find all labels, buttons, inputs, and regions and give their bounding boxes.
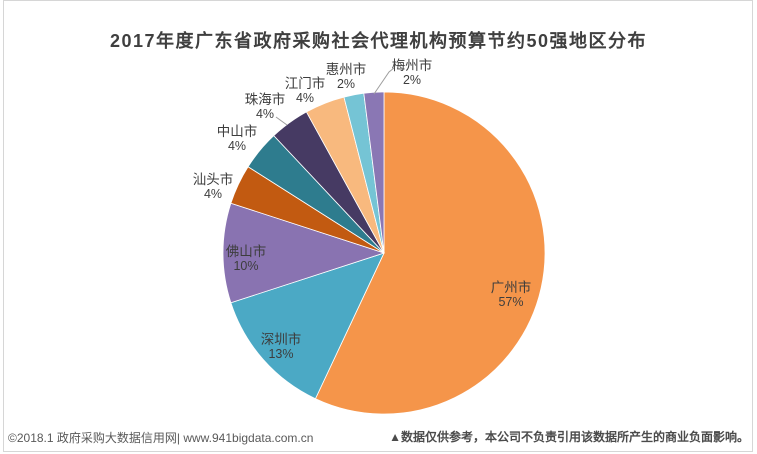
pie-label-0: 广州市 57% [491, 280, 532, 310]
pie-label-5: 珠海市 4% [245, 92, 286, 122]
pie-label-value-7: 2% [336, 77, 356, 91]
pie-slice-1 [230, 252, 385, 400]
pie-slice-2 [222, 202, 386, 304]
chart-title: 2017年度广东省政府采购社会代理机构预算节约50强地区分布 [109, 31, 648, 51]
pie-label-value-4: 4% [227, 139, 247, 153]
pie-label-1: 深圳市 13% [261, 332, 302, 362]
pie-label-3: 汕头市 4% [193, 172, 234, 202]
leader-line-slice-8 [373, 67, 395, 95]
pie-label-value-5: 4% [255, 107, 275, 121]
pie-label-2: 佛山市 10% [226, 244, 267, 274]
pie-label-name-0: 广州市 [490, 280, 532, 295]
pie-label-8: 梅州市 2% [392, 58, 433, 88]
pie-label-6: 江门市 4% [285, 76, 326, 106]
pie-slice-8 [363, 91, 385, 254]
pie-label-value-8: 2% [402, 73, 422, 87]
pie-label-name-7: 惠州市 [325, 62, 367, 77]
pie-slice-0 [314, 91, 546, 415]
pie-label-value-6: 4% [295, 91, 315, 105]
copyright-source-text: ©2018.1 政府采购大数据信用网| www.941bigdata.com.c… [8, 431, 314, 445]
pie-label-name-8: 梅州市 [391, 58, 433, 73]
pie-label-value-2: 10% [233, 259, 259, 273]
pie-label-name-6: 江门市 [284, 76, 326, 91]
pie-label-value-0: 57% [498, 295, 524, 309]
disclaimer-text: ▲数据仅供参考，本公司不负责引用该数据所产生的商业负面影响。 [389, 430, 749, 444]
pie-label-name-2: 佛山市 [225, 244, 267, 259]
pie-label-value-1: 13% [268, 347, 294, 361]
leader-line-slice-5 [275, 116, 288, 126]
pie-label-name-5: 珠海市 [244, 92, 286, 107]
pie-label-value-3: 4% [203, 187, 223, 201]
pie-label-4: 中山市 4% [217, 124, 258, 154]
pie-label-name-1: 深圳市 [260, 332, 302, 347]
pie-label-name-4: 中山市 [216, 124, 258, 139]
pie-label-7: 惠州市 2% [326, 62, 367, 92]
pie-label-name-3: 汕头市 [192, 172, 234, 187]
